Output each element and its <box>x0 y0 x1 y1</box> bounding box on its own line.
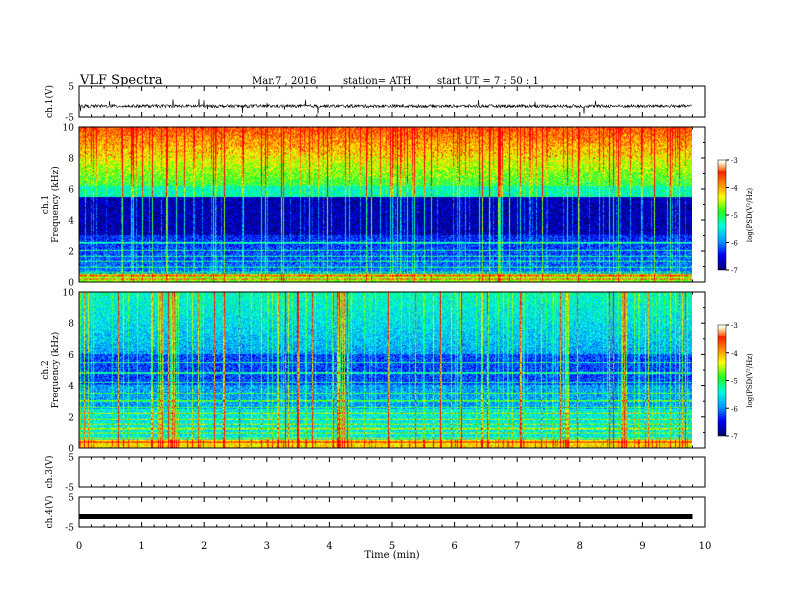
xtick-label-5: 5 <box>389 541 395 552</box>
ytick-label-p3-3: 6 <box>68 351 74 361</box>
colorbar-label-ch2: log(PSD(V²/Hz) <box>746 353 754 408</box>
colorbar-tick-label-ch1-1: -4 <box>731 185 738 193</box>
ytick-label-p2-5: 10 <box>63 124 75 134</box>
date-label: Mar.7 , 2016 <box>252 76 317 87</box>
spectrogram-frame-ch1 <box>78 126 706 283</box>
ch1-waveform-trace <box>78 98 693 114</box>
ytick-label-p5-0: 5 <box>68 494 74 504</box>
spectrogram-frame-ch2 <box>78 291 706 449</box>
ytick-label-p3-5: 10 <box>63 289 75 299</box>
ytick-label-p1-1: -5 <box>65 114 74 124</box>
spectrogram-ch2 <box>79 292 692 448</box>
ytick-label-p1-0: 5 <box>68 83 74 93</box>
station-label: station= ATH <box>343 76 412 87</box>
ylabel-p2-1: Frequency (kHz) <box>50 166 61 243</box>
xtick-label-4: 4 <box>326 541 332 552</box>
ytick-label-p4-0: 5 <box>68 454 74 464</box>
ylabel-p3-0: ch.2 <box>41 360 51 379</box>
xtick-label-10: 10 <box>699 541 712 552</box>
ytick-label-p2-3: 6 <box>68 186 74 196</box>
ytick-label-p3-2: 4 <box>68 382 74 392</box>
ylabel-p1: ch.1(V) <box>44 85 55 118</box>
colorbar-tick-label-ch2-4: -7 <box>731 433 738 441</box>
colorbar-label-ch1: log(PSD(V²/Hz) <box>746 188 754 243</box>
ytick-label-p4-1: -5 <box>65 484 74 494</box>
xtick-label-3: 3 <box>264 541 270 552</box>
ylabel-p3-1: Frequency (kHz) <box>50 332 61 409</box>
colorbar-tick-label-ch1-3: -6 <box>731 240 738 248</box>
colorbar-tick-label-ch1-4: -7 <box>731 267 738 275</box>
colorbar-tick-label-ch1-0: -3 <box>731 157 738 165</box>
ytick-label-p3-0: 0 <box>68 445 74 455</box>
xtick-label-1: 1 <box>138 541 144 552</box>
colorbar-ch1 <box>718 160 726 270</box>
colorbar-tick-label-ch2-2: -5 <box>731 378 738 386</box>
ytick-label-p2-0: 0 <box>68 279 74 289</box>
ytick-label-p2-1: 2 <box>68 248 74 258</box>
colorbar-tick-label-ch2-3: -6 <box>731 405 738 413</box>
xtick-label-9: 9 <box>639 541 645 552</box>
ylabel-p4: ch.3(V) <box>44 456 55 489</box>
ytick-label-p3-4: 8 <box>68 320 74 330</box>
start-ut-label: start UT = 7 : 50 : 1 <box>437 76 539 87</box>
colorbar-tick-label-ch2-1: -4 <box>731 350 738 358</box>
xtick-label-0: 0 <box>76 541 82 552</box>
ch4-waveform-trace <box>79 514 693 519</box>
ylabel-p2-0: ch.1 <box>41 195 51 214</box>
ytick-label-p5-1: -5 <box>65 524 74 534</box>
ytick-label-p2-2: 4 <box>68 217 74 227</box>
ytick-label-p2-4: 8 <box>68 155 74 165</box>
spectrogram-ch1 <box>79 127 692 282</box>
xaxis-label: Time (min) <box>364 550 419 561</box>
xtick-label-7: 7 <box>514 541 520 552</box>
xtick-label-6: 6 <box>451 541 457 552</box>
chart-title: VLF Spectra <box>80 73 163 88</box>
xtick-label-2: 2 <box>201 541 207 552</box>
ytick-label-p3-1: 2 <box>68 413 74 423</box>
colorbar-tick-label-ch2-0: -3 <box>731 322 738 330</box>
colorbar-ch2 <box>718 325 726 436</box>
ylabel-p5: ch.4(V) <box>44 496 55 529</box>
xtick-label-8: 8 <box>577 541 583 552</box>
colorbar-tick-label-ch1-2: -5 <box>731 212 738 220</box>
